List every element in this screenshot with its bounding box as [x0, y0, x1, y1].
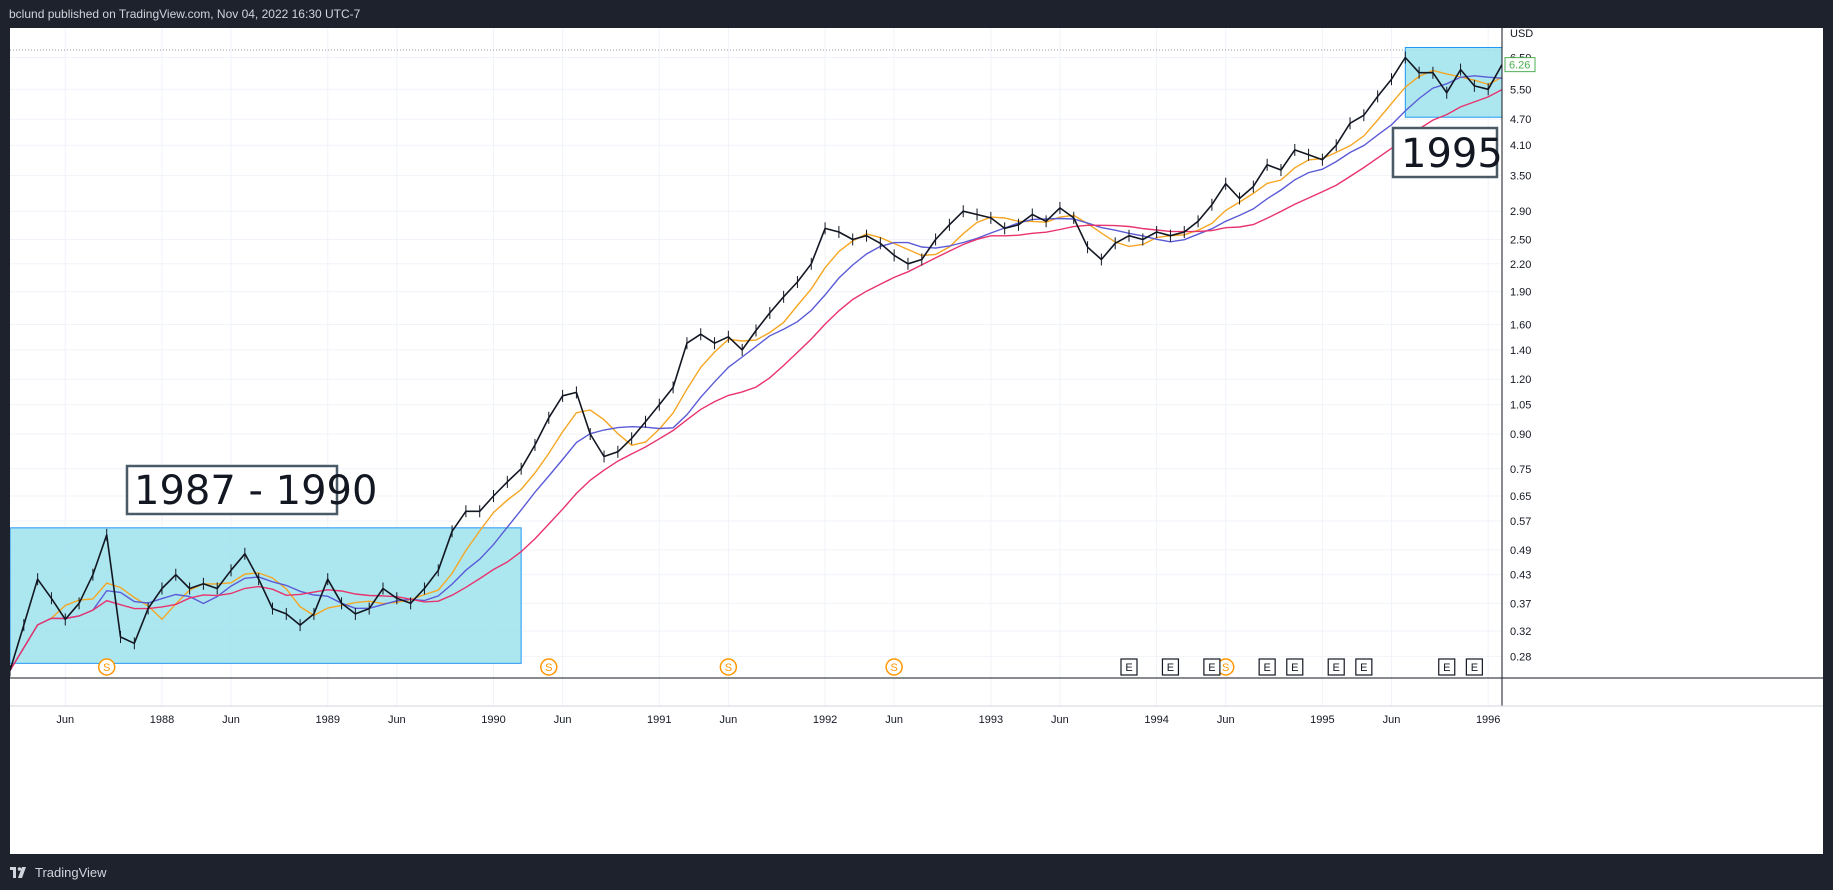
- y-tick-label: 4.10: [1510, 140, 1531, 152]
- y-tick-label: 1.90: [1510, 287, 1531, 299]
- earnings-marker-icon: [1258, 658, 1276, 676]
- x-tick-label: 1991: [647, 714, 671, 726]
- annotation-rectangles: [10, 46, 1503, 664]
- earnings-marker-symbol: E: [1291, 662, 1298, 674]
- earnings-marker-symbol: E: [1443, 662, 1450, 674]
- y-tick-label: 0.57: [1510, 516, 1531, 528]
- earnings-marker-icon: [1327, 658, 1345, 676]
- tradingview-brand[interactable]: TradingView: [10, 865, 107, 880]
- annotation-labels: 1987 - 1990 1995: [125, 126, 1503, 516]
- axes: USD0.280.320.370.430.490.570.650.750.901…: [10, 28, 1823, 854]
- earnings-marker-icon: [1120, 658, 1138, 676]
- annotation-label-box-2: [1391, 126, 1499, 179]
- y-tick-label: 2.50: [1510, 234, 1531, 246]
- earnings-marker-icon: [1438, 658, 1456, 676]
- dividend-marker-symbol: S: [545, 662, 552, 674]
- y-tick-label: 2.20: [1510, 259, 1531, 271]
- y-tick-label: 1.40: [1510, 345, 1531, 357]
- earnings-marker-symbol: E: [1167, 662, 1174, 674]
- x-tick-label: 1989: [315, 714, 339, 726]
- x-tick-label: 1992: [813, 714, 837, 726]
- earnings-marker-symbol: E: [1333, 662, 1340, 674]
- earnings-marker-symbol: E: [1263, 662, 1270, 674]
- x-tick-label: 1995: [1310, 714, 1334, 726]
- earnings-marker-symbol: E: [1125, 662, 1132, 674]
- chart-panel[interactable]: 1987 - 1990 1995 USD 0.28 0.32 0.37 0.43 0.49 0…: [10, 28, 1823, 854]
- annotation-label-1: 1987 - 1990: [134, 468, 377, 514]
- x-tick-label: Jun: [1217, 714, 1235, 726]
- currency-label: USD: [1510, 28, 1533, 40]
- price-axis-background: [1502, 28, 1823, 854]
- footer-bar: TradingView: [0, 854, 1833, 890]
- tradingview-logo-icon: [10, 867, 26, 878]
- x-tick-label: 1990: [481, 714, 505, 726]
- dividend-marker-icon: [719, 658, 738, 676]
- y-tick-label: 0.90: [1510, 429, 1531, 441]
- x-tick-label: 1988: [150, 714, 174, 726]
- y-tick-label: 0.32: [1510, 626, 1531, 638]
- x-tick-label: Jun: [388, 714, 406, 726]
- earnings-marker-icon: [1355, 658, 1373, 676]
- annotation-label-box-1: [125, 464, 339, 516]
- y-tick-label: 0.43: [1510, 570, 1531, 582]
- publish-info-bar: bclund published on TradingView.com, Nov…: [0, 0, 1833, 28]
- x-tick-label: Jun: [222, 714, 240, 726]
- y-tick-label: 5.50: [1510, 84, 1531, 96]
- y-tick-label: 2.90: [1510, 206, 1531, 218]
- last-price-label: 6.26: [1509, 60, 1530, 72]
- y-tick-label: 1.20: [1510, 374, 1531, 386]
- y-tick-label: 0.49: [1510, 545, 1531, 557]
- y-tick-label: 0.37: [1510, 598, 1531, 610]
- x-tick-label: Jun: [56, 714, 74, 726]
- dividend-marker-symbol: S: [890, 662, 897, 674]
- earnings-marker-icon: [1203, 658, 1221, 676]
- brand-name: TradingView: [35, 865, 107, 880]
- y-tick-label: 0.65: [1510, 491, 1531, 503]
- earnings-marker-icon: [1286, 658, 1304, 676]
- last-price-tag: [1504, 57, 1536, 73]
- y-tick-label: 0.75: [1510, 464, 1531, 476]
- dividend-marker-icon: [885, 658, 903, 676]
- x-tick-label: Jun: [719, 714, 737, 726]
- dividend-marker-icon: [540, 658, 558, 676]
- x-tick-label: 1994: [1144, 714, 1168, 726]
- x-tick-label: Jun: [1051, 714, 1069, 726]
- moving-average-line-1: [10, 69, 1503, 671]
- publisher-line: bclund published on TradingView.com, Nov…: [9, 7, 361, 21]
- dividend-marker-icon: [97, 658, 116, 676]
- moving-averages: [10, 69, 1503, 671]
- y-tick-label: 3.50: [1510, 170, 1531, 182]
- dividend-marker-symbol: S: [1222, 662, 1229, 674]
- x-tick-label: Jun: [1383, 714, 1401, 726]
- dividend-marker-symbol: S: [103, 662, 110, 674]
- y-tick-label: 1.05: [1510, 400, 1531, 412]
- y-tick-label: 4.70: [1510, 114, 1531, 126]
- moving-average-line-3: [10, 88, 1503, 671]
- price-chart[interactable]: 1987 - 1990 1995 USD 0.28 0.32 0.37 0.43 0.49 0…: [10, 28, 1823, 854]
- annotation-label-2: 1995: [1401, 131, 1503, 177]
- price-series: [10, 51, 1503, 677]
- x-tick-label: 1996: [1476, 714, 1500, 726]
- x-tick-label: Jun: [885, 714, 903, 726]
- y-tick-label: 0.28: [1510, 651, 1531, 663]
- event-markers: S S S S SE E E E E E E E E: [97, 658, 1483, 676]
- earnings-marker-icon: [1161, 658, 1180, 676]
- earnings-marker-symbol: E: [1471, 662, 1478, 674]
- x-tick-label: Jun: [554, 714, 572, 726]
- earnings-marker-icon: [1465, 658, 1483, 676]
- earnings-marker-symbol: E: [1208, 662, 1215, 674]
- y-tick-label: 1.60: [1510, 319, 1531, 331]
- x-tick-label: 1993: [979, 714, 1003, 726]
- dividend-marker-symbol: S: [725, 662, 732, 674]
- earnings-marker-symbol: E: [1360, 662, 1367, 674]
